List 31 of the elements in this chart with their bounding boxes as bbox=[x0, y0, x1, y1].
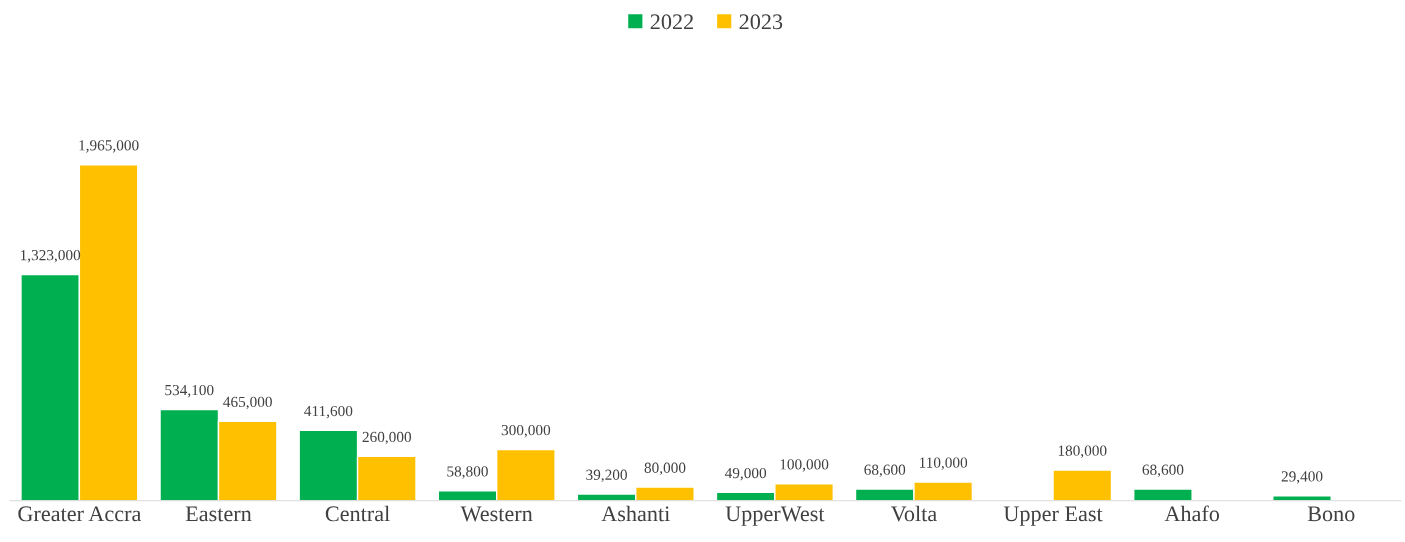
legend-label: 2022 bbox=[650, 14, 693, 30]
data-label: 260,000 bbox=[362, 431, 412, 445]
x-tick-label: Ahafo bbox=[1164, 505, 1220, 522]
legend-label: 2023 bbox=[739, 14, 783, 30]
x-tick-label: Western bbox=[460, 506, 533, 522]
data-label: 80,000 bbox=[644, 462, 686, 476]
x-tick-label: Bono bbox=[1307, 506, 1355, 522]
data-label: 465,000 bbox=[223, 396, 272, 410]
data-label: 1,965,000 bbox=[79, 140, 139, 153]
x-tick-label: Greater Accra bbox=[18, 506, 142, 522]
data-label: 1,323,000 bbox=[20, 249, 81, 263]
x-tick-label: Eastern bbox=[185, 506, 252, 522]
data-label: 110,000 bbox=[919, 457, 968, 470]
data-label: 29,400 bbox=[1281, 471, 1323, 484]
data-label: 534,100 bbox=[165, 384, 214, 398]
data-label: 411,600 bbox=[304, 405, 353, 419]
x-tick-label: Central bbox=[325, 505, 390, 522]
x-tick-label: Ashanti bbox=[601, 505, 670, 522]
data-label: 180,000 bbox=[1058, 445, 1107, 458]
data-label: 68,600 bbox=[864, 464, 906, 478]
data-label: 68,600 bbox=[1142, 464, 1184, 478]
x-tick-label: UpperWest bbox=[725, 506, 825, 526]
data-label: 49,000 bbox=[724, 467, 767, 481]
data-label: 58,800 bbox=[447, 466, 488, 479]
x-tick-label: Upper East bbox=[1003, 506, 1103, 526]
data-label: 39,200 bbox=[586, 469, 627, 483]
bar bbox=[1133, 488, 1193, 501]
bar bbox=[1052, 469, 1113, 501]
data-label: 100,000 bbox=[780, 459, 829, 472]
x-tick-label: Volta bbox=[890, 505, 937, 522]
data-label: 300,000 bbox=[501, 424, 551, 438]
